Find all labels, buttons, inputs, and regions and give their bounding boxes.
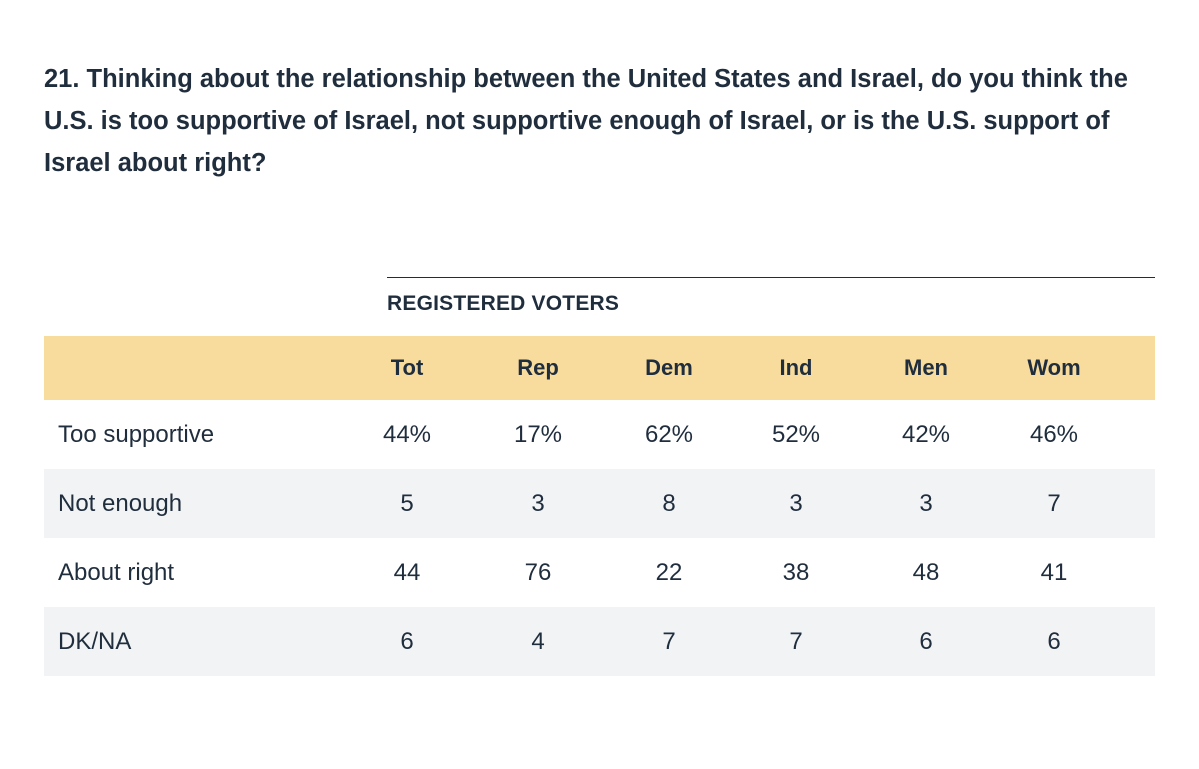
table-cell: 8 [662, 489, 676, 517]
column-header-wom: Wom [1027, 355, 1081, 380]
row-label: Not enough [58, 489, 183, 517]
table-cell: 62% [644, 420, 694, 448]
table-cell: 41 [1040, 558, 1068, 586]
table-cell: 76 [524, 558, 552, 586]
table-row: DK/NA 6 4 7 7 6 6 [44, 607, 1155, 676]
table-row: Not enough 5 3 8 3 3 7 [44, 469, 1155, 538]
top-divider [387, 277, 1155, 278]
results-table: Tot Rep Dem Ind Men Wom Too supportive 4… [44, 336, 1155, 676]
table-row: Too supportive 44% 17% 62% 52% 42% 46% [44, 400, 1155, 469]
column-header-men: Men [904, 355, 948, 380]
column-header-tot: Tot [390, 355, 424, 380]
row-label: DK/NA [58, 627, 132, 655]
table-cell: 48 [912, 558, 940, 586]
table-cell: 17% [513, 420, 563, 448]
column-header-dem: Dem [645, 355, 693, 380]
table-cell: 5 [400, 489, 414, 517]
table-cell: 46% [1029, 420, 1079, 448]
table-cell: 6 [400, 627, 414, 655]
table-row: About right 44 76 22 38 48 41 [44, 538, 1155, 607]
table-cell: 52% [771, 420, 821, 448]
table-cell: 22 [655, 558, 683, 586]
table-cell: 3 [789, 489, 803, 517]
column-header-rep: Rep [517, 355, 559, 380]
table-cell: 7 [1047, 489, 1061, 517]
column-header-ind: Ind [779, 355, 813, 380]
table-cell: 7 [662, 627, 676, 655]
table-cell: 42% [901, 420, 951, 448]
table-header-row: Tot Rep Dem Ind Men Wom [44, 336, 1155, 400]
question-text: 21. Thinking about the relationship betw… [44, 65, 1128, 177]
table-cell: 3 [531, 489, 545, 517]
table-cell: 7 [789, 627, 803, 655]
table-cell: 4 [531, 627, 545, 655]
group-label: REGISTERED VOTERS [387, 292, 620, 315]
table-cell: 44 [393, 558, 421, 586]
table-cell: 44% [382, 420, 432, 448]
table-cell: 3 [919, 489, 933, 517]
row-label: About right [58, 558, 175, 586]
table-cell: 6 [1047, 627, 1061, 655]
row-label: Too supportive [58, 420, 215, 448]
table-cell: 6 [919, 627, 933, 655]
table-cell: 38 [782, 558, 810, 586]
